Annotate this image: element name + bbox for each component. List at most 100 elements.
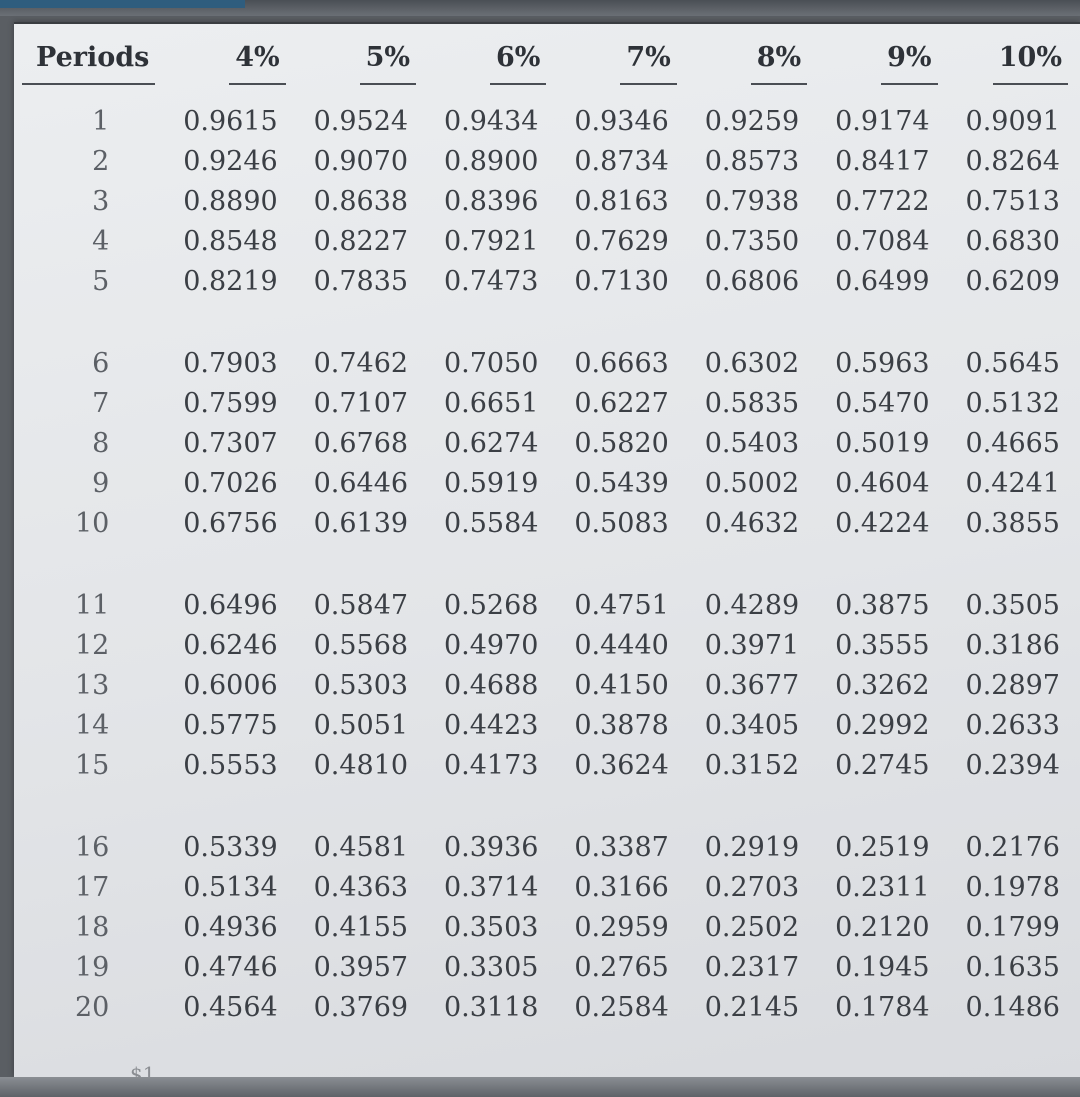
- factor-cell: 0.5439: [574, 467, 669, 499]
- window-bottom-bar: [0, 1077, 1080, 1097]
- spacer-cell: [22, 301, 1068, 343]
- factor-cell: 0.4604: [835, 467, 930, 499]
- rate-header-label: 4%: [229, 42, 286, 85]
- factor-cell: 0.3505: [965, 589, 1060, 621]
- rate-header-label: 7%: [620, 42, 677, 85]
- table-row: 19 0.4746 0.3957 0.3305 0.2765 0.2317 0.1945 0.…: [22, 947, 1068, 987]
- spacer-cell: [22, 543, 1068, 585]
- rate-header: 10%: [938, 42, 1068, 93]
- factor-cell: 0.6006: [183, 669, 278, 701]
- factor-cell: 0.9615: [183, 105, 278, 137]
- factor-cell: 0.2584: [574, 991, 669, 1023]
- factor-cell: 0.6496: [183, 589, 278, 621]
- factor-cell: 0.6499: [835, 265, 930, 297]
- factor-cell: 0.6756: [183, 507, 278, 539]
- factor-cell: 0.2959: [574, 911, 669, 943]
- factor-cell: 0.6139: [313, 507, 409, 539]
- factor-cell: 0.5835: [704, 387, 800, 419]
- factor-cell: 0.8734: [574, 145, 669, 177]
- factor-cell: 0.8900: [443, 145, 539, 177]
- table-row: 13 0.6006 0.5303 0.4688 0.4150 0.3677 0.3262 0.…: [22, 665, 1068, 705]
- rate-header: 5%: [286, 42, 417, 93]
- factor-cell: 0.3957: [313, 951, 409, 983]
- factor-cell: 0.7307: [183, 427, 278, 459]
- group-spacer: [22, 543, 1068, 585]
- window-top-bar: [0, 0, 1080, 16]
- factor-cell: 0.3305: [443, 951, 539, 983]
- factor-cell: 0.5584: [443, 507, 539, 539]
- period-cell: 13: [74, 669, 110, 701]
- factor-cell: 0.7629: [574, 225, 669, 257]
- factor-cell: 0.2145: [704, 991, 800, 1023]
- factor-cell: 0.3555: [835, 629, 930, 661]
- period-cell: 10: [74, 507, 110, 539]
- factor-cell: 0.5303: [313, 669, 409, 701]
- factor-cell: 0.2120: [835, 911, 930, 943]
- factor-cell: 0.4224: [835, 507, 930, 539]
- period-cell: 17: [74, 871, 110, 903]
- factor-cell: 0.8227: [313, 225, 409, 257]
- factor-cell: 0.7938: [704, 185, 800, 217]
- table-row: 15 0.5553 0.4810 0.4173 0.3624 0.3152 0.2745 0.…: [22, 745, 1068, 785]
- factor-cell: 0.9259: [704, 105, 800, 137]
- table-row: 7 0.7599 0.7107 0.6651 0.6227 0.5835 0.5470 0.5…: [22, 383, 1068, 423]
- factor-cell: 0.6446: [313, 467, 409, 499]
- periods-header: Periods: [22, 42, 156, 93]
- factor-cell: 0.8890: [183, 185, 278, 217]
- rate-header: 4%: [155, 42, 286, 93]
- factor-cell: 0.6651: [443, 387, 539, 419]
- factor-cell: 0.2176: [965, 831, 1060, 863]
- rate-header-label: 5%: [359, 42, 417, 85]
- factor-cell: 0.6663: [574, 347, 669, 379]
- factor-cell: 0.1978: [965, 871, 1060, 903]
- factor-cell: 0.5268: [443, 589, 539, 621]
- factor-cell: 0.5403: [704, 427, 800, 459]
- period-cell: 7: [92, 387, 110, 419]
- factor-cell: 0.1784: [835, 991, 930, 1023]
- factor-cell: 0.2765: [574, 951, 669, 983]
- table-row: 1 0.9615 0.9524 0.9434 0.9346 0.9259 0.9174 0.9…: [22, 93, 1068, 141]
- factor-cell: 0.9346: [574, 105, 669, 137]
- factor-cell: 0.4241: [965, 467, 1060, 499]
- factor-cell: 0.1486: [965, 991, 1060, 1023]
- factor-cell: 0.2633: [965, 709, 1060, 741]
- factor-cell: 0.5553: [183, 749, 278, 781]
- page-top-rule: [14, 22, 1080, 24]
- factor-cell: 0.2502: [704, 911, 800, 943]
- factor-cell: 0.2919: [704, 831, 800, 863]
- rate-header-label: 9%: [881, 42, 938, 85]
- table-row: 18 0.4936 0.4155 0.3503 0.2959 0.2502 0.2120 0.…: [22, 907, 1068, 947]
- table-body: 1 0.9615 0.9524 0.9434 0.9346 0.9259 0.9174 0.9…: [22, 93, 1068, 1027]
- factor-cell: 0.3936: [443, 831, 539, 863]
- period-cell: 20: [74, 991, 110, 1023]
- factor-cell: 0.7462: [313, 347, 409, 379]
- spacer-cell: [22, 785, 1068, 827]
- factor-cell: 0.3769: [313, 991, 409, 1023]
- factor-cell: 0.4746: [183, 951, 278, 983]
- factor-cell: 0.9091: [965, 105, 1060, 137]
- factor-cell: 0.4632: [704, 507, 800, 539]
- factor-cell: 0.7026: [183, 467, 278, 499]
- table-row: 20 0.4564 0.3769 0.3118 0.2584 0.2145 0.1784 0.…: [22, 987, 1068, 1027]
- header-row: Periods 4% 5% 6% 7% 8% 9% 10%: [22, 42, 1068, 93]
- factor-cell: 0.6830: [965, 225, 1060, 257]
- rate-header: 6%: [416, 42, 547, 93]
- factor-cell: 0.8638: [313, 185, 409, 217]
- factor-cell: 0.3875: [835, 589, 930, 621]
- rate-header: 8%: [677, 42, 808, 93]
- table-row: 14 0.5775 0.5051 0.4423 0.3878 0.3405 0.2992 0.…: [22, 705, 1068, 745]
- factor-cell: 0.9246: [183, 145, 278, 177]
- active-tab-strip: [0, 0, 245, 8]
- factor-cell: 0.1635: [965, 951, 1060, 983]
- factor-cell: 0.3714: [443, 871, 539, 903]
- table-row: 2 0.9246 0.9070 0.8900 0.8734 0.8573 0.8417 0.8…: [22, 141, 1068, 181]
- factor-cell: 0.5568: [313, 629, 409, 661]
- rate-header-label: 8%: [750, 42, 808, 85]
- factor-cell: 0.3878: [574, 709, 669, 741]
- factor-cell: 0.5963: [835, 347, 930, 379]
- period-cell: 5: [92, 265, 110, 297]
- factor-cell: 0.7107: [313, 387, 409, 419]
- factor-cell: 0.6806: [704, 265, 800, 297]
- table-row: 8 0.7307 0.6768 0.6274 0.5820 0.5403 0.5019 0.4…: [22, 423, 1068, 463]
- factor-cell: 0.3152: [704, 749, 800, 781]
